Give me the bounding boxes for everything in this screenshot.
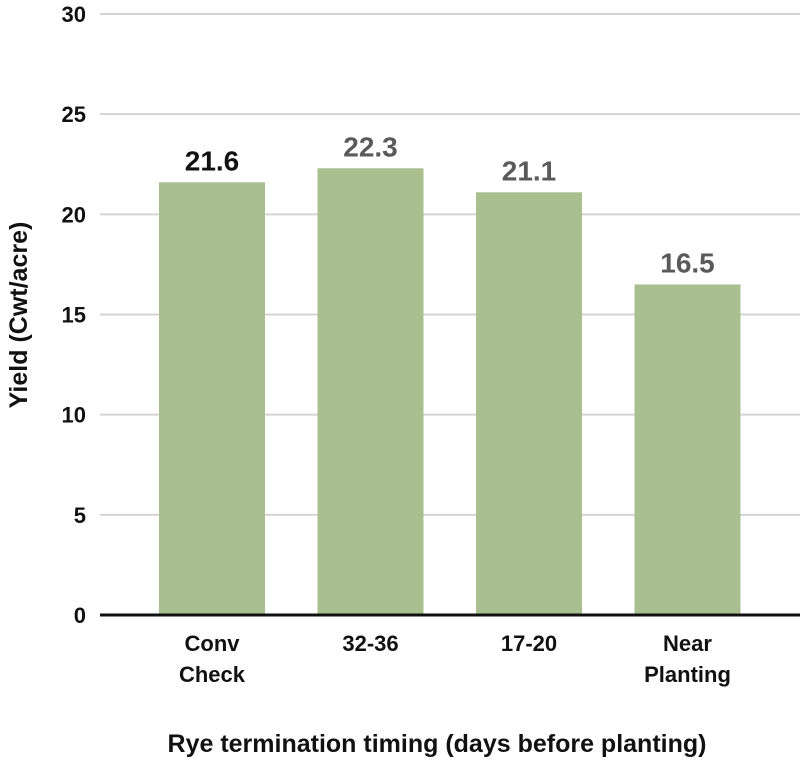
x-tick-label: 32-36 <box>342 631 398 656</box>
x-axis-ticks: Conv Check 32-36 17-20 Near Planting <box>179 631 731 687</box>
y-tick-label: 0 <box>74 603 86 628</box>
x-tick-label: Conv <box>185 631 241 656</box>
data-labels: 21.6 22.3 21.1 16.5 <box>185 131 715 278</box>
data-label: 16.5 <box>660 247 715 278</box>
data-label: 22.3 <box>343 131 398 162</box>
bar <box>634 284 741 615</box>
y-tick-label: 5 <box>74 503 86 528</box>
x-tick-label: Planting <box>644 662 731 687</box>
y-axis-ticks: 0 5 10 15 20 25 30 <box>62 2 86 628</box>
bar <box>159 182 265 615</box>
y-tick-label: 10 <box>62 403 86 428</box>
y-tick-label: 25 <box>62 102 86 127</box>
x-tick-label: Near <box>663 631 712 656</box>
x-axis-title: Rye termination timing (days before plan… <box>168 730 707 758</box>
y-tick-label: 30 <box>62 2 86 27</box>
y-axis-title: Yield (Cwt/acre) <box>5 222 33 409</box>
data-label: 21.6 <box>185 145 240 176</box>
x-tick-label: Check <box>179 662 246 687</box>
y-tick-label: 20 <box>62 202 86 227</box>
bar <box>317 168 424 616</box>
bar <box>476 192 582 615</box>
bars <box>159 168 741 616</box>
data-label: 21.1 <box>502 155 557 186</box>
y-tick-label: 15 <box>62 303 86 328</box>
x-tick-label: 17-20 <box>501 631 557 656</box>
